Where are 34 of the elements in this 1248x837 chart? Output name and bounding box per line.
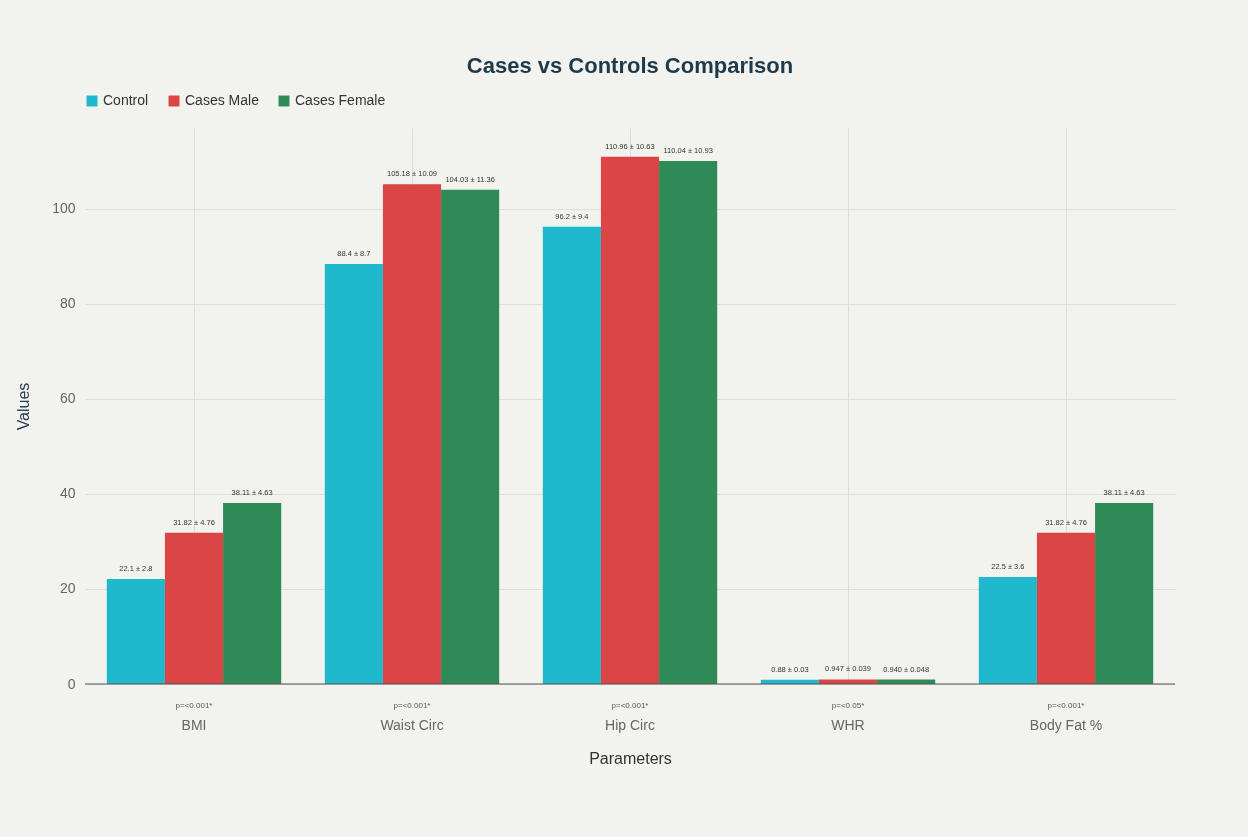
x-tick-label: Body Fat % <box>1029 716 1103 733</box>
text: p=<0.001* <box>1047 701 1085 710</box>
text: p=<0.001* <box>175 701 213 710</box>
bar <box>978 577 1037 684</box>
bar <box>659 161 718 684</box>
y-tick-label: 60 <box>59 390 76 407</box>
bar <box>382 184 442 684</box>
y-tick-label: 0 <box>67 675 76 692</box>
bar <box>324 263 383 684</box>
y-tick-label: 40 <box>59 485 76 502</box>
y-tick-label: 100 <box>52 200 76 217</box>
bar <box>164 532 224 684</box>
legend-label: Cases Male <box>185 92 260 108</box>
y-tick-label: 20 <box>59 580 76 597</box>
bar <box>600 156 660 684</box>
x-tick-label: WHR <box>831 716 865 733</box>
bar <box>223 502 282 684</box>
x-tick-label: Waist Circ <box>380 716 444 733</box>
legend-label: Cases Female <box>295 92 386 108</box>
legend-label: Control <box>103 92 149 108</box>
y-tick-label: 80 <box>59 295 76 312</box>
bar <box>542 226 601 684</box>
bar <box>1036 532 1096 684</box>
y-axis-title: Values <box>15 382 33 431</box>
x-tick-label: BMI <box>181 716 207 733</box>
bar <box>1095 502 1154 684</box>
x-axis-title: Parameters <box>589 749 672 767</box>
text: p=<0.001* <box>393 701 431 710</box>
text: p=<0.001* <box>611 701 649 710</box>
bar <box>106 578 165 684</box>
bar <box>441 189 500 684</box>
text: p=<0.05* <box>831 701 865 710</box>
chart-title: Cases vs Controls Comparison <box>466 53 794 78</box>
x-tick-label: Hip Circ <box>605 716 655 733</box>
